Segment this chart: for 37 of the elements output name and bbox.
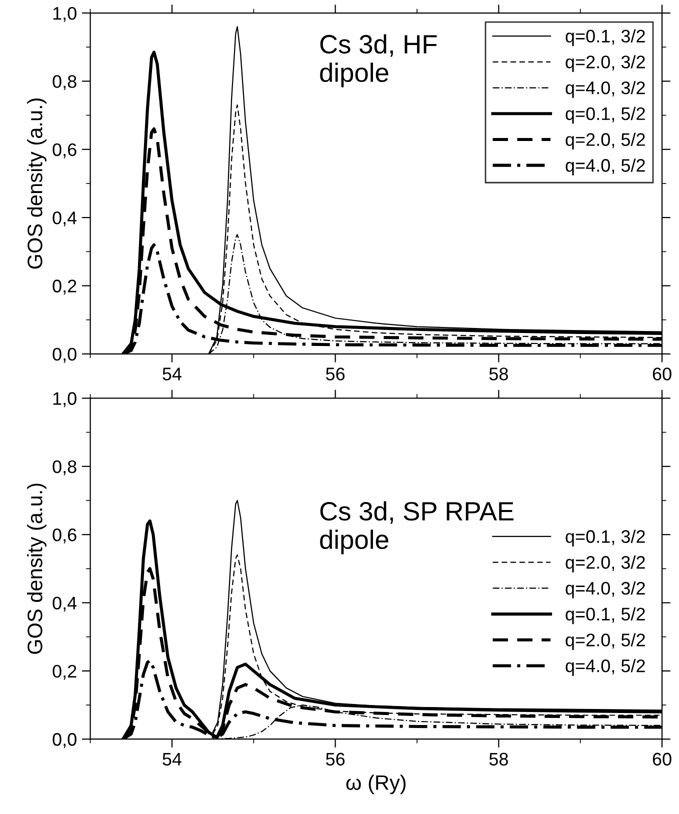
y-tick-label: 0,2 (52, 280, 76, 295)
x-axis-title: ω (Ry) (346, 774, 406, 794)
x-tick-label: 60 (652, 368, 672, 380)
y-tick-label: 1,0 (53, 392, 76, 408)
y-tick-label: 1,0 (53, 6, 76, 22)
legend-label: q=4.0, 3/2 (566, 581, 645, 598)
legend-label: q=2.0, 3/2 (566, 556, 645, 572)
legend-label: q=0.1, 3/2 (566, 530, 645, 547)
legend-label: q=4.0, 5/2 (566, 158, 645, 176)
annotation: Cs 3d, SP RPAE dipole (320, 501, 514, 554)
legend-label: q=4.0, 3/2 (566, 80, 645, 98)
y-tick-label: 0,6 (52, 143, 76, 158)
y-tick-label: 0,8 (52, 460, 76, 476)
y-tick-label: 0,0 (52, 733, 76, 748)
legend-label: q=2.0, 5/2 (566, 633, 645, 650)
legend-label: q=0.1, 3/2 (566, 29, 645, 46)
y-tick-label: 0,6 (52, 528, 76, 544)
x-tick-label: 60 (652, 752, 672, 766)
y-tick-label: 0,4 (52, 596, 77, 612)
y-tick-label: 0,8 (52, 75, 76, 90)
y-axis-title: GOS density (a.u.) (27, 484, 46, 654)
x-tick-label: 56 (326, 752, 345, 766)
y-tick-label: 0,4 (52, 211, 77, 226)
x-tick-label: 58 (489, 752, 508, 766)
legend-label: q=0.1, 5/2 (566, 106, 645, 124)
legend-label: q=2.0, 5/2 (566, 132, 645, 150)
annotation: Cs 3d, HF dipole (320, 34, 437, 88)
y-tick-label: 0,0 (52, 348, 76, 363)
x-tick-label: 58 (489, 368, 508, 380)
x-tick-label: 54 (162, 752, 182, 766)
y-axis-title: GOS density (a.u.) (27, 98, 46, 269)
legend-label: q=0.1, 5/2 (566, 607, 645, 624)
legend-label: q=2.0, 3/2 (566, 55, 645, 72)
y-tick-label: 0,2 (52, 664, 76, 680)
x-tick-label: 54 (162, 368, 182, 380)
legend-label: q=4.0, 5/2 (566, 658, 645, 676)
x-tick-label: 56 (326, 368, 345, 380)
